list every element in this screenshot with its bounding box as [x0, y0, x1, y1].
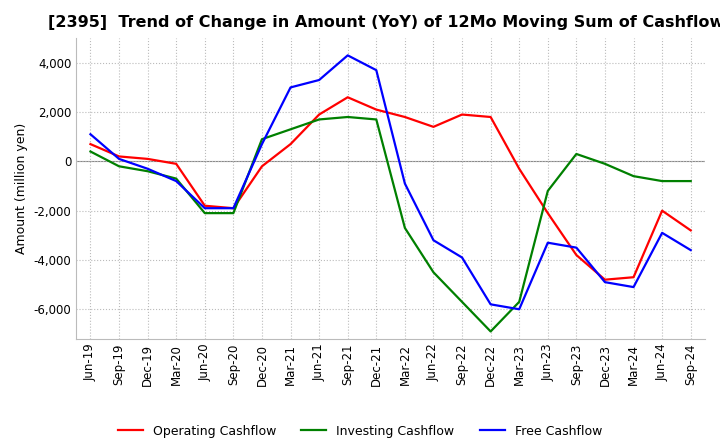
Free Cashflow [172, 179, 181, 184]
Title: [2395]  Trend of Change in Amount (YoY) of 12Mo Moving Sum of Cashflows: [2395] Trend of Change in Amount (YoY) o… [48, 15, 720, 30]
Line: Investing Cashflow: Investing Cashflow [91, 117, 690, 331]
Operating Cashflow [686, 228, 695, 233]
Investing Cashflow [515, 299, 523, 304]
Free Cashflow [429, 238, 438, 243]
Free Cashflow [200, 205, 209, 211]
Operating Cashflow [229, 205, 238, 211]
Free Cashflow [658, 230, 667, 235]
Investing Cashflow [458, 299, 467, 304]
Investing Cashflow [114, 164, 123, 169]
Investing Cashflow [258, 136, 266, 142]
Investing Cashflow [686, 179, 695, 184]
Investing Cashflow [200, 210, 209, 216]
Free Cashflow [400, 181, 409, 186]
Investing Cashflow [486, 329, 495, 334]
Line: Free Cashflow: Free Cashflow [91, 55, 690, 309]
Operating Cashflow [143, 156, 152, 161]
Investing Cashflow [372, 117, 381, 122]
Free Cashflow [287, 85, 295, 90]
Investing Cashflow [315, 117, 323, 122]
Free Cashflow [572, 245, 581, 250]
Free Cashflow [544, 240, 552, 246]
Investing Cashflow [629, 173, 638, 179]
Operating Cashflow [486, 114, 495, 120]
Operating Cashflow [572, 253, 581, 258]
Line: Operating Cashflow: Operating Cashflow [91, 97, 690, 280]
Free Cashflow [458, 255, 467, 260]
Free Cashflow [86, 132, 95, 137]
Free Cashflow [315, 77, 323, 83]
Operating Cashflow [629, 275, 638, 280]
Investing Cashflow [287, 127, 295, 132]
Investing Cashflow [400, 225, 409, 231]
Free Cashflow [629, 284, 638, 290]
Free Cashflow [343, 53, 352, 58]
Free Cashflow [229, 205, 238, 211]
Free Cashflow [515, 307, 523, 312]
Operating Cashflow [258, 164, 266, 169]
Investing Cashflow [572, 151, 581, 157]
Investing Cashflow [544, 188, 552, 194]
Investing Cashflow [429, 270, 438, 275]
Operating Cashflow [86, 142, 95, 147]
Free Cashflow [686, 247, 695, 253]
Operating Cashflow [372, 107, 381, 112]
Operating Cashflow [400, 114, 409, 120]
Operating Cashflow [544, 210, 552, 216]
Investing Cashflow [229, 210, 238, 216]
Operating Cashflow [343, 95, 352, 100]
Operating Cashflow [200, 203, 209, 209]
Free Cashflow [486, 302, 495, 307]
Legend: Operating Cashflow, Investing Cashflow, Free Cashflow: Operating Cashflow, Investing Cashflow, … [113, 420, 607, 440]
Investing Cashflow [143, 169, 152, 174]
Operating Cashflow [600, 277, 609, 282]
Operating Cashflow [515, 166, 523, 172]
Free Cashflow [600, 279, 609, 285]
Investing Cashflow [343, 114, 352, 120]
Operating Cashflow [315, 112, 323, 117]
Operating Cashflow [458, 112, 467, 117]
Investing Cashflow [86, 149, 95, 154]
Free Cashflow [258, 142, 266, 147]
Operating Cashflow [429, 124, 438, 129]
Free Cashflow [114, 156, 123, 161]
Free Cashflow [372, 67, 381, 73]
Y-axis label: Amount (million yen): Amount (million yen) [15, 123, 28, 254]
Operating Cashflow [658, 208, 667, 213]
Investing Cashflow [658, 179, 667, 184]
Operating Cashflow [114, 154, 123, 159]
Free Cashflow [143, 166, 152, 172]
Operating Cashflow [172, 161, 181, 166]
Operating Cashflow [287, 142, 295, 147]
Investing Cashflow [172, 176, 181, 181]
Investing Cashflow [600, 161, 609, 166]
